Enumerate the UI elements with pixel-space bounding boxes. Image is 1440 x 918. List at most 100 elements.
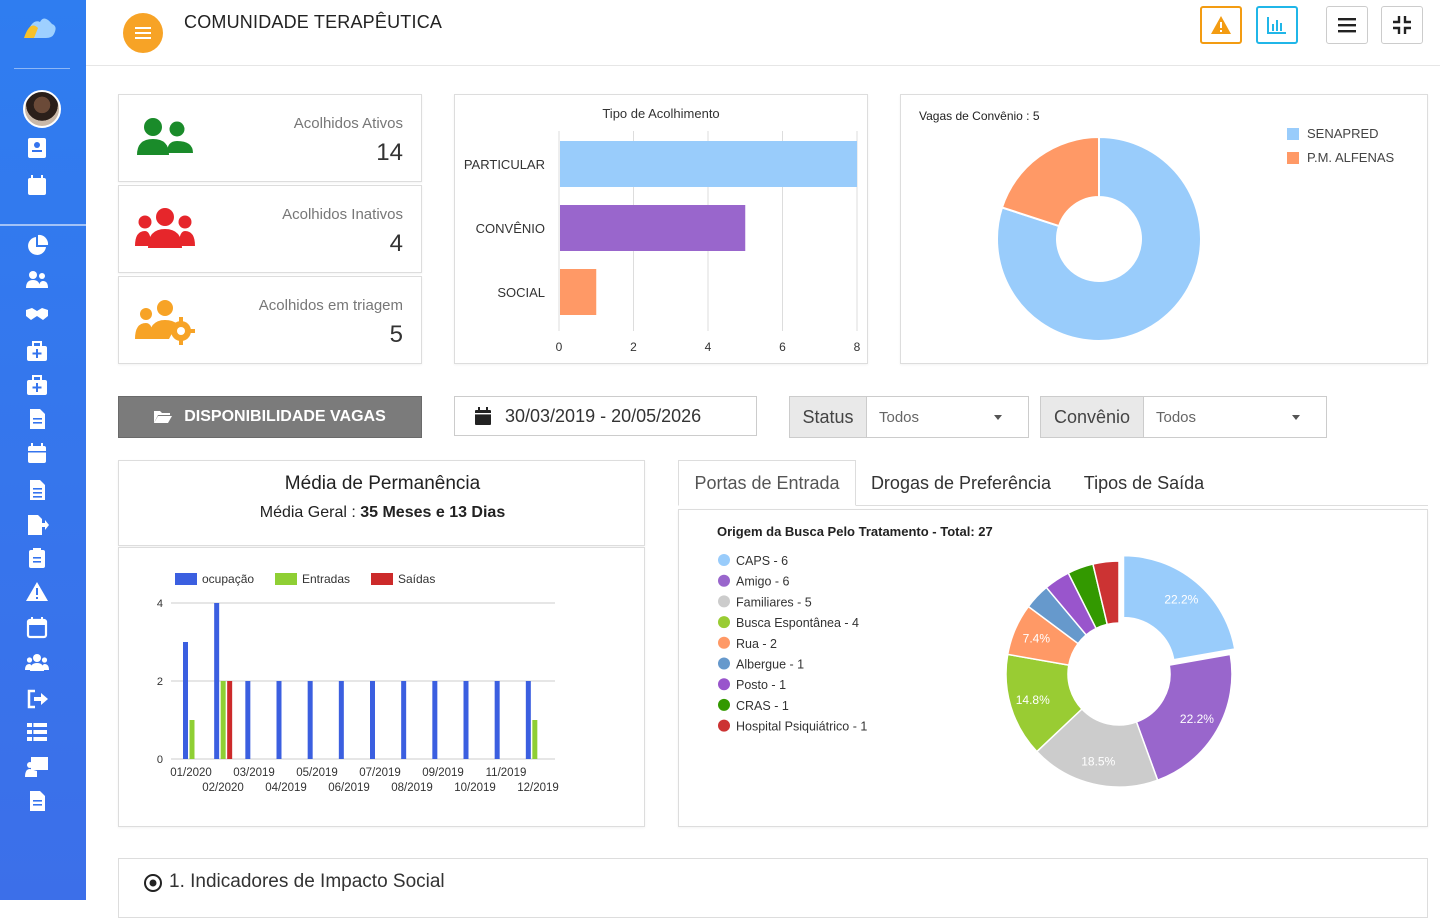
x-tick-label: 08/2019 xyxy=(391,782,433,794)
app-logo[interactable] xyxy=(22,16,58,45)
status-filter-label: Status xyxy=(789,396,867,438)
compress-icon xyxy=(1393,16,1411,34)
bar xyxy=(560,141,857,187)
permanencia-chart-card: ocupação Entradas Saídas 0 2 4 01/2020 03/2019 0… xyxy=(118,547,645,827)
bar xyxy=(227,681,233,759)
y-tick-label: 4 xyxy=(157,598,163,610)
tipo-acolhimento-chart: Tipo de Acolhimento 0 2 4 6 8 PARTICULAR CONVÊN… xyxy=(464,106,861,354)
origem-busca-title: Origem da Busca Pelo Tratamento - Total:… xyxy=(717,524,993,539)
status-select[interactable]: Todos xyxy=(866,396,1029,438)
sidebar-divider xyxy=(14,68,70,69)
slice-percent-label: 22.2% xyxy=(1180,712,1214,726)
document-icon[interactable] xyxy=(25,478,49,502)
options-menu-button[interactable] xyxy=(1326,6,1368,44)
x-tick-label: 6 xyxy=(779,340,786,354)
tab-drogas-de-preferencia[interactable]: Drogas de Preferência xyxy=(870,472,1052,493)
medkit-icon[interactable] xyxy=(25,374,49,398)
slice-percent-label: 7.4% xyxy=(1023,631,1051,645)
legend-swatch xyxy=(175,573,197,585)
hamburger-icon xyxy=(1338,18,1356,33)
handshake-icon[interactable] xyxy=(25,302,49,326)
slice-percent-label: 14.8% xyxy=(1016,693,1050,707)
x-tick-label: 10/2019 xyxy=(454,782,496,794)
group-icon[interactable] xyxy=(25,651,49,675)
bar xyxy=(183,642,188,759)
medkit-icon[interactable] xyxy=(25,340,49,364)
legend-label: Busca Espontânea - 4 xyxy=(736,616,859,630)
x-tick-label: 0 xyxy=(556,340,563,354)
tab-tipos-de-saida[interactable]: Tipos de Saída xyxy=(1083,472,1205,493)
legend-dot xyxy=(718,678,730,691)
users-icon[interactable] xyxy=(25,268,49,292)
legend-dot xyxy=(718,554,730,566)
users-icon xyxy=(135,208,195,248)
convenio-select-value: Todos xyxy=(1156,408,1197,426)
disponibilidade-vagas-button[interactable]: DISPONIBILIDADE VAGAS xyxy=(118,396,422,438)
sign-out-icon[interactable] xyxy=(25,687,49,711)
date-range-picker[interactable]: 30/03/2019 - 20/05/2026 xyxy=(454,396,757,436)
legend-label: Rua - 2 xyxy=(736,637,777,651)
bar xyxy=(525,681,531,759)
sidebar-divider xyxy=(0,224,86,226)
media-geral-line: Média Geral : 35 Meses e 13 Dias xyxy=(119,504,646,522)
stat-card-ativos[interactable]: Acolhidos Ativos 14 xyxy=(118,94,422,182)
calendar-icon xyxy=(475,407,491,425)
fullscreen-exit-button[interactable] xyxy=(1381,6,1423,44)
stat-value: 5 xyxy=(389,321,403,348)
indicadores-impacto-section[interactable]: 1. Indicadores de Impacto Social xyxy=(118,858,1428,918)
warning-icon[interactable] xyxy=(25,580,49,604)
calendar-icon[interactable] xyxy=(25,616,49,640)
document-icon[interactable] xyxy=(25,789,49,813)
bar xyxy=(245,681,251,759)
pie-chart-icon[interactable] xyxy=(25,234,49,258)
document-icon[interactable] xyxy=(25,407,49,431)
stat-label: Acolhidos em triagem xyxy=(258,297,403,314)
sidebar xyxy=(0,0,86,900)
donut-slice xyxy=(1035,707,1159,788)
bar xyxy=(560,269,597,315)
x-tick-label: 06/2019 xyxy=(328,782,370,794)
file-export-icon[interactable] xyxy=(25,513,49,537)
legend-label: Hospital Psiquiátrico - 1 xyxy=(736,720,867,734)
bar xyxy=(220,681,226,759)
stat-card-triagem[interactable]: Acolhidos em triagem 5 xyxy=(118,276,422,364)
list-icon[interactable] xyxy=(25,720,49,744)
bar xyxy=(307,681,313,759)
charts-button[interactable] xyxy=(1256,6,1298,44)
legend-swatch xyxy=(275,573,297,585)
y-category-label: SOCIAL xyxy=(497,285,545,300)
calendar-icon[interactable] xyxy=(25,442,49,466)
x-tick-label: 11/2019 xyxy=(486,767,527,779)
tab-portas-de-entrada[interactable]: Portas de Entrada xyxy=(678,460,856,506)
legend-swatch xyxy=(371,573,393,585)
legend-label: ocupação xyxy=(202,572,254,586)
folder-open-icon xyxy=(154,411,173,423)
bar-chart-icon xyxy=(1267,17,1286,34)
teacher-icon[interactable] xyxy=(25,755,49,779)
legend-label: Amigo - 6 xyxy=(736,575,790,589)
media-geral-value: 35 Meses e 13 Dias xyxy=(360,504,506,521)
menu-toggle-button[interactable] xyxy=(123,13,163,53)
stat-card-inativos[interactable]: Acolhidos Inativos 4 xyxy=(118,185,422,273)
bar xyxy=(532,720,538,759)
alerts-button[interactable] xyxy=(1200,6,1242,44)
legend-label: Albergue - 1 xyxy=(736,658,804,672)
stat-label: Acolhidos Inativos xyxy=(282,206,403,223)
legend-dot xyxy=(718,616,730,629)
caret-down-icon xyxy=(1292,415,1300,420)
clipboard-icon[interactable] xyxy=(25,546,49,570)
legend-label: Posto - 1 xyxy=(736,678,786,692)
legend-label: SENAPRED xyxy=(1307,126,1379,141)
chart-title: Tipo de Acolhimento xyxy=(602,106,719,121)
avatar[interactable] xyxy=(23,90,61,128)
x-tick-label: 09/2019 xyxy=(422,767,464,779)
stat-label: Acolhidos Ativos xyxy=(293,115,403,132)
legend-label: CRAS - 1 xyxy=(736,699,789,713)
id-card-icon[interactable] xyxy=(25,136,49,160)
bar xyxy=(338,681,344,759)
bar xyxy=(494,681,500,759)
x-tick-label: 04/2019 xyxy=(265,782,307,794)
calendar-icon[interactable] xyxy=(25,174,49,198)
hamburger-icon xyxy=(135,27,151,39)
convenio-select[interactable]: Todos xyxy=(1143,396,1327,438)
